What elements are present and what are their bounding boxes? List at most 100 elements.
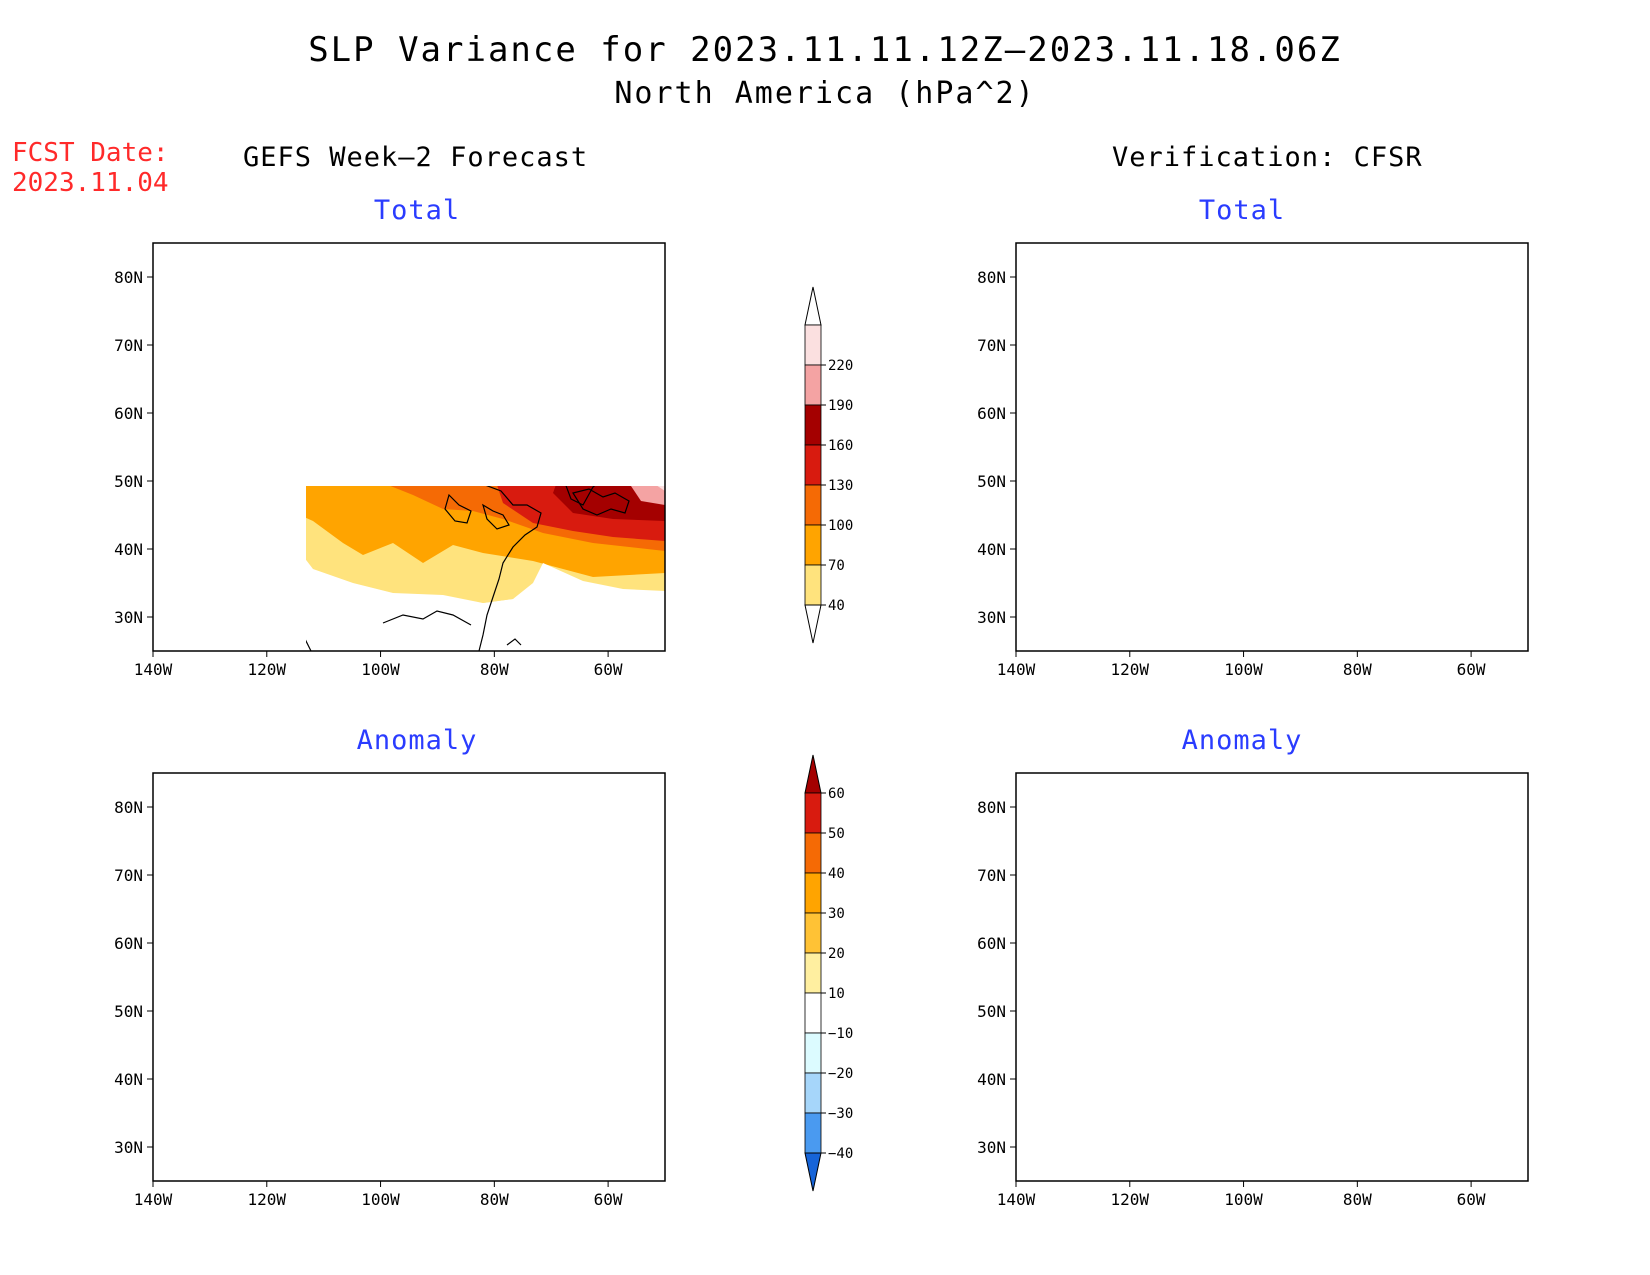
lat-tick-label: 80N <box>977 798 1006 817</box>
lon-tick-label: 100W <box>1224 1190 1263 1209</box>
colorbar-anomaly-label: −20 <box>828 1066 853 1082</box>
colorbar-anomaly-label: 60 <box>828 786 845 802</box>
lon-tick-label: 120W <box>248 660 287 679</box>
colorbar-total-label: 190 <box>828 398 853 414</box>
map-panel-gefs-total <box>152 242 666 652</box>
colorbar-anomaly-bottom-arrow <box>804 1152 822 1192</box>
panel-title-gefs-total: Total <box>373 195 461 226</box>
lat-tick-label: 30N <box>977 608 1006 627</box>
main-subtitle: North America (hPa^2) <box>614 76 1036 111</box>
colorbar-total-box <box>804 564 822 606</box>
forecast-date-label: FCST Date: <box>12 138 169 168</box>
colorbar-total-bottom-arrow <box>804 604 822 644</box>
lat-tick-label: 50N <box>114 472 143 491</box>
lat-tick-label: 80N <box>977 268 1006 287</box>
lon-tick-label: 100W <box>361 660 400 679</box>
colorbar-anomaly-label: −40 <box>828 1146 853 1162</box>
map-panel-cfsr-total <box>1015 242 1529 652</box>
lat-tick-label: 80N <box>114 798 143 817</box>
colorbar-total-label: 40 <box>828 598 845 614</box>
colorbar-anomaly-box <box>804 912 822 954</box>
lon-tick-label: 80W <box>1343 1190 1372 1209</box>
lat-tick-label: 50N <box>977 1002 1006 1021</box>
colorbar-total-box <box>804 444 822 486</box>
lat-tick-label: 60N <box>977 404 1006 423</box>
lon-tick-label: 60W <box>594 1190 623 1209</box>
panel-title-cfsr-anomaly: Anomaly <box>1181 725 1303 756</box>
lat-tick-label: 30N <box>114 608 143 627</box>
colorbar-anomaly-box <box>804 1112 822 1154</box>
panel-title-gefs-anomaly: Anomaly <box>356 725 478 756</box>
colorbar-anomaly-label: 10 <box>828 986 845 1002</box>
colorbar-total-top-arrow <box>804 286 822 326</box>
lat-tick-label: 70N <box>977 336 1006 355</box>
lat-tick-label: 40N <box>114 1070 143 1089</box>
lon-tick-label: 140W <box>997 660 1036 679</box>
right-column-heading: Verification: CFSR <box>1112 142 1423 173</box>
lon-tick-label: 120W <box>1111 1190 1150 1209</box>
forecast-date-value: 2023.11.04 <box>12 168 169 198</box>
forecast-date: FCST Date: 2023.11.04 <box>12 138 169 198</box>
colorbar-anomaly-label: 50 <box>828 826 845 842</box>
lon-tick-label: 140W <box>997 1190 1036 1209</box>
colorbar-anomaly-label: 30 <box>828 906 845 922</box>
panel-title-cfsr-total: Total <box>1198 195 1286 226</box>
colorbar-anomaly-label: 40 <box>828 866 845 882</box>
lat-tick-label: 50N <box>114 1002 143 1021</box>
colorbar-total-box <box>804 364 822 406</box>
colorbar-total-label: 100 <box>828 518 853 534</box>
lat-tick-label: 60N <box>114 934 143 953</box>
colorbar-total-box <box>804 324 822 366</box>
lon-tick-label: 80W <box>480 660 509 679</box>
lat-tick-label: 70N <box>114 866 143 885</box>
lon-tick-label: 60W <box>1457 660 1486 679</box>
lat-tick-label: 70N <box>977 866 1006 885</box>
colorbar-anomaly-box <box>804 832 822 874</box>
lat-tick-label: 50N <box>977 472 1006 491</box>
colorbar-anomaly-box <box>804 1032 822 1074</box>
colorbar-total-box <box>804 484 822 526</box>
colorbar-anomaly-label: 20 <box>828 946 845 962</box>
axis-labels: 140W 120W 100W 80W 60W 80N 70N 60N 50N 40N 30N 140W… <box>114 268 1486 1209</box>
colorbar-total: 220 190 160 130 100 70 40 <box>804 286 853 644</box>
colorbar-anomaly-box <box>804 1072 822 1114</box>
colorbar-anomaly-box <box>804 792 822 834</box>
colorbar-total-box <box>804 404 822 446</box>
colorbar-anomaly-top-arrow <box>804 754 822 794</box>
colorbar-anomaly-box <box>804 952 822 994</box>
lon-tick-label: 120W <box>248 1190 287 1209</box>
lon-tick-label: 80W <box>480 1190 509 1209</box>
colorbar-anomaly: 60 50 40 30 20 10 −10 −20 −30 −40 <box>804 754 853 1192</box>
left-column-heading: GEFS Week–2 Forecast <box>243 142 589 173</box>
lat-tick-label: 70N <box>114 336 143 355</box>
lon-tick-label: 140W <box>134 1190 173 1209</box>
lon-tick-label: 140W <box>134 660 173 679</box>
lon-tick-label: 60W <box>594 660 623 679</box>
colorbar-total-box <box>804 524 822 566</box>
lat-tick-label: 80N <box>114 268 143 287</box>
lat-tick-label: 40N <box>977 540 1006 559</box>
lat-tick-label: 40N <box>114 540 143 559</box>
colorbar-anomaly-box <box>804 872 822 914</box>
map-panel-cfsr-anomaly <box>1015 772 1529 1182</box>
main-title: SLP Variance for 2023.11.11.12Z–2023.11.… <box>308 30 1342 70</box>
lat-tick-label: 30N <box>977 1138 1006 1157</box>
lat-tick-label: 60N <box>114 404 143 423</box>
lat-tick-label: 40N <box>977 1070 1006 1089</box>
lon-tick-label: 120W <box>1111 660 1150 679</box>
lat-tick-label: 30N <box>114 1138 143 1157</box>
colorbar-total-label: 130 <box>828 478 853 494</box>
lon-tick-label: 60W <box>1457 1190 1486 1209</box>
lon-tick-label: 100W <box>1224 660 1263 679</box>
colorbar-anomaly-box <box>804 992 822 1034</box>
map-panel-gefs-anomaly <box>152 772 666 1182</box>
colorbar-total-label: 160 <box>828 438 853 454</box>
lon-tick-label: 100W <box>361 1190 400 1209</box>
colorbar-total-label: 220 <box>828 358 853 374</box>
colorbar-anomaly-label: −10 <box>828 1026 853 1042</box>
colorbar-anomaly-label: −30 <box>828 1106 853 1122</box>
lon-tick-label: 80W <box>1343 660 1372 679</box>
colorbar-total-label: 70 <box>828 558 845 574</box>
lat-tick-label: 60N <box>977 934 1006 953</box>
